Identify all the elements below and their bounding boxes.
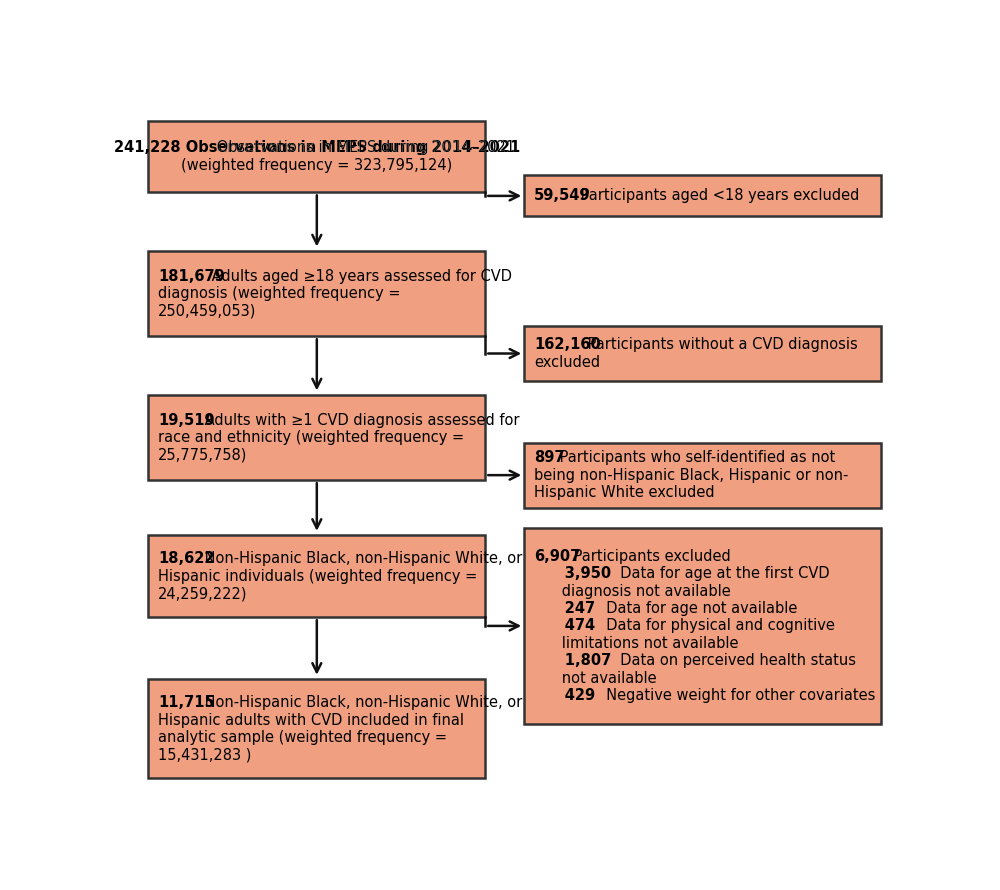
Text: Participants aged <18 years excluded: Participants aged <18 years excluded	[576, 189, 860, 204]
Text: 6,907: 6,907	[534, 549, 580, 563]
Text: diagnosis (weighted frequency =: diagnosis (weighted frequency =	[158, 286, 401, 301]
FancyBboxPatch shape	[148, 394, 485, 481]
Text: Participants excluded: Participants excluded	[569, 549, 731, 563]
Text: not available: not available	[534, 671, 657, 685]
Text: (weighted frequency = 323,795,124): (weighted frequency = 323,795,124)	[181, 158, 452, 173]
Text: diagnosis not available: diagnosis not available	[534, 584, 731, 599]
Text: Non-Hispanic Black, non-Hispanic White, or: Non-Hispanic Black, non-Hispanic White, …	[200, 695, 523, 710]
Text: Data for physical and cognitive: Data for physical and cognitive	[597, 619, 835, 634]
Text: Data on perceived health status: Data on perceived health status	[611, 653, 856, 668]
Text: Observations in MEPS during 2014–2021: Observations in MEPS during 2014–2021	[212, 141, 515, 155]
Text: 897: 897	[534, 450, 565, 465]
Text: 429: 429	[534, 688, 595, 703]
FancyBboxPatch shape	[148, 679, 485, 779]
Text: Data for age not available: Data for age not available	[597, 601, 798, 616]
Text: Non-Hispanic Black, non-Hispanic White, or: Non-Hispanic Black, non-Hispanic White, …	[200, 551, 523, 566]
Text: Participants without a CVD diagnosis: Participants without a CVD diagnosis	[583, 337, 858, 352]
Text: 18,622: 18,622	[158, 551, 215, 566]
Text: 19,519: 19,519	[158, 413, 215, 427]
Text: Adults aged ≥18 years assessed for CVD: Adults aged ≥18 years assessed for CVD	[207, 269, 512, 284]
Text: 241,228 Observations in MEPS during 2014–2021: 241,228 Observations in MEPS during 2014…	[114, 141, 520, 155]
Text: race and ethnicity (weighted frequency =: race and ethnicity (weighted frequency =	[158, 430, 464, 445]
Text: Hispanic adults with CVD included in final: Hispanic adults with CVD included in fin…	[158, 713, 464, 727]
Text: Data for age at the first CVD: Data for age at the first CVD	[611, 566, 830, 581]
Text: 25,775,758): 25,775,758)	[158, 448, 248, 463]
Text: 474: 474	[534, 619, 595, 634]
Text: Hispanic White excluded: Hispanic White excluded	[534, 485, 715, 500]
Text: 250,459,053): 250,459,053)	[158, 303, 257, 319]
FancyBboxPatch shape	[524, 529, 881, 724]
Text: Hispanic individuals (weighted frequency =: Hispanic individuals (weighted frequency…	[158, 569, 478, 584]
Text: 11,715: 11,715	[158, 695, 215, 710]
FancyBboxPatch shape	[148, 251, 485, 336]
Text: analytic sample (weighted frequency =: analytic sample (weighted frequency =	[158, 730, 447, 745]
FancyBboxPatch shape	[148, 535, 485, 618]
FancyBboxPatch shape	[524, 442, 881, 507]
FancyBboxPatch shape	[524, 326, 881, 381]
FancyBboxPatch shape	[524, 175, 881, 216]
Text: Observations in MEPS during 2014–2021: Observations in MEPS during 2014–2021	[212, 141, 515, 155]
Text: Adults with ≥1 CVD diagnosis assessed for: Adults with ≥1 CVD diagnosis assessed fo…	[200, 413, 520, 427]
Text: 181,679: 181,679	[158, 269, 225, 284]
Text: limitations not available: limitations not available	[534, 635, 739, 651]
Text: Negative weight for other covariates: Negative weight for other covariates	[597, 688, 876, 703]
Text: excluded: excluded	[534, 355, 600, 369]
Text: 3,950: 3,950	[534, 566, 611, 581]
Text: being non-Hispanic Black, Hispanic or non-: being non-Hispanic Black, Hispanic or no…	[534, 467, 849, 482]
Text: 59,549: 59,549	[534, 189, 591, 204]
Text: 162,160: 162,160	[534, 337, 601, 352]
Text: 1,807: 1,807	[534, 653, 611, 668]
Text: 15,431,283 ): 15,431,283 )	[158, 748, 252, 763]
Text: 24,259,222): 24,259,222)	[158, 587, 248, 601]
Text: 247: 247	[534, 601, 595, 616]
Text: Participants who self-identified as not: Participants who self-identified as not	[555, 450, 835, 465]
FancyBboxPatch shape	[148, 120, 485, 192]
